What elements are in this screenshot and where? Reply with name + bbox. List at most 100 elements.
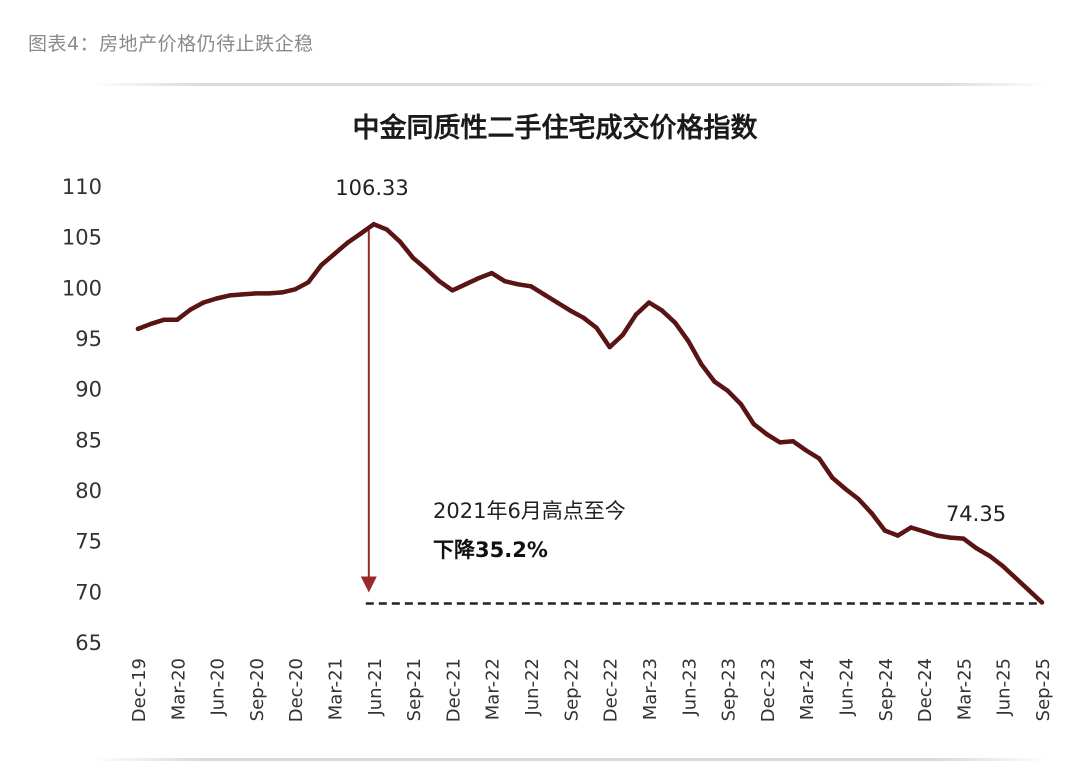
bottom-divider <box>90 758 1050 761</box>
x-tick-label: Dec-19 <box>129 658 150 722</box>
x-tick-label: Dec-24 <box>915 658 936 722</box>
data-point <box>1013 575 1018 581</box>
data-point <box>319 262 324 268</box>
x-axis: Dec-19 Mar-20 Jun-20 Sep-20 Dec-20 Mar-21 Jun-… <box>129 658 1054 722</box>
data-point <box>384 227 390 232</box>
data-point <box>817 456 822 461</box>
y-tick-label: 75 <box>75 530 102 554</box>
data-point <box>921 529 927 534</box>
y-tick-label: 105 <box>62 226 102 250</box>
data-point <box>476 276 481 281</box>
data-point <box>279 290 285 295</box>
x-tick-label: Jun-25 <box>994 658 1015 717</box>
data-point <box>594 325 599 331</box>
x-tick-label: Dec-21 <box>443 658 464 722</box>
data-point <box>227 293 232 298</box>
x-tick-label: Sep-21 <box>404 658 425 721</box>
data-point <box>948 535 953 540</box>
data-point <box>725 388 730 393</box>
data-point <box>790 439 796 444</box>
figure-caption: 图表4：房地产价格仍待止跌企稳 <box>28 33 314 55</box>
x-tick-label: Dec-23 <box>758 658 779 722</box>
data-point <box>188 307 193 312</box>
data-point <box>830 475 835 481</box>
data-point <box>659 308 665 313</box>
y-tick-label: 70 <box>75 580 102 604</box>
data-point <box>672 320 678 325</box>
data-point <box>803 448 809 453</box>
data-point <box>607 344 612 350</box>
x-tick-label: Dec-20 <box>286 658 307 722</box>
x-tick-label: Mar-20 <box>168 658 189 720</box>
y-tick-label: 80 <box>75 479 102 503</box>
data-point <box>974 546 979 551</box>
data-point <box>148 321 154 326</box>
x-tick-label: Dec-22 <box>601 658 622 722</box>
data-point <box>777 440 783 445</box>
data-point <box>843 486 848 492</box>
data-point <box>738 401 743 407</box>
annotation-note-line2: 下降35.2% <box>433 538 548 562</box>
x-tick-label: Sep-24 <box>876 658 897 721</box>
data-point <box>175 317 180 322</box>
series-layer <box>135 221 1045 605</box>
x-tick-label: Jun-22 <box>522 658 543 717</box>
data-point <box>266 291 272 296</box>
data-point <box>332 251 337 257</box>
data-point <box>1026 588 1032 593</box>
data-point <box>293 287 298 292</box>
data-point <box>987 553 992 559</box>
data-point <box>437 279 442 284</box>
data-point <box>751 421 756 427</box>
y-tick-label: 110 <box>62 175 102 199</box>
y-tick-label: 85 <box>75 428 102 452</box>
data-point <box>306 280 311 285</box>
data-point <box>869 511 874 516</box>
x-tick-label: Jun-21 <box>365 658 386 717</box>
data-point <box>358 231 363 236</box>
recent-value-label: 74.35 <box>946 502 1006 526</box>
data-point <box>934 533 940 538</box>
y-tick-label: 90 <box>75 378 102 402</box>
data-point <box>424 266 429 272</box>
x-tick-label: Sep-25 <box>1033 658 1054 721</box>
x-tick-label: Mar-22 <box>483 658 504 720</box>
x-tick-label: Sep-23 <box>719 658 740 721</box>
data-point <box>581 315 586 320</box>
data-point <box>895 533 901 538</box>
x-tick-label: Mar-24 <box>797 658 818 720</box>
x-tick-label: Mar-25 <box>954 658 975 720</box>
data-point <box>555 300 560 305</box>
data-point <box>1000 563 1005 569</box>
series-line <box>135 221 1045 605</box>
x-tick-label: Jun-24 <box>836 658 857 717</box>
y-tick-label: 100 <box>62 276 102 300</box>
data-point <box>397 239 403 244</box>
data-point <box>856 496 861 502</box>
drop-arrow-head <box>360 576 377 593</box>
data-point <box>568 308 573 313</box>
data-point <box>345 240 350 245</box>
data-point <box>502 279 508 284</box>
x-tick-label: Sep-20 <box>247 658 268 721</box>
y-axis: 110 105 100 95 90 85 80 75 70 65 <box>62 175 102 655</box>
data-point <box>240 292 246 297</box>
data-point <box>489 270 494 276</box>
data-point <box>162 317 167 322</box>
data-point <box>1039 600 1045 605</box>
data-point <box>410 255 416 261</box>
data-point <box>646 300 652 305</box>
data-point <box>515 282 521 287</box>
data-point <box>686 338 691 344</box>
data-point <box>882 528 887 533</box>
data-point <box>961 536 966 541</box>
peak-value-label: 106.33 <box>335 176 408 200</box>
data-point <box>135 326 141 332</box>
data-point <box>620 332 625 338</box>
x-tick-label: Sep-22 <box>561 658 582 721</box>
data-point <box>450 288 455 293</box>
data-point <box>201 300 206 305</box>
y-tick-label: 65 <box>75 631 102 655</box>
